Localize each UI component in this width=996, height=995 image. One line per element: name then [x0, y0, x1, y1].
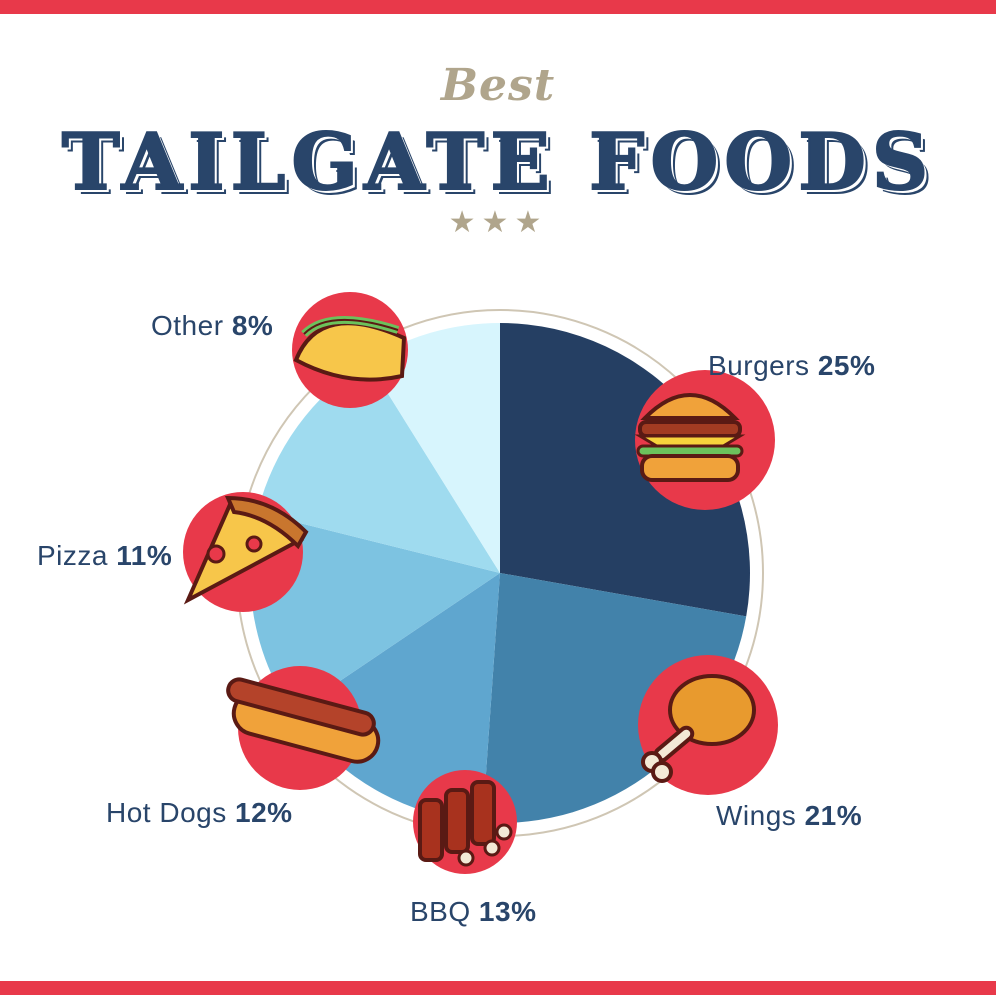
- taco-icon: [292, 292, 408, 408]
- pie-slice-pizza: [257, 360, 500, 573]
- label-name: Other: [151, 310, 232, 341]
- burger-icon: [634, 370, 775, 510]
- pie-slice-hot-dogs: [250, 512, 500, 713]
- page-title: TAILGATE FOODS: [61, 117, 935, 209]
- top-stripe: [0, 0, 996, 14]
- label-bbq: BBQ 13%: [410, 896, 536, 928]
- chicken-leg-icon: [638, 655, 778, 795]
- label-pizza: Pizza 11%: [37, 540, 172, 572]
- stars-decoration: ★★★: [448, 205, 548, 240]
- pizza-icon: [183, 492, 309, 612]
- label-hot-dogs: Hot Dogs 12%: [106, 797, 293, 829]
- label-wings: Wings 21%: [716, 800, 862, 832]
- label-percent: 8%: [231, 310, 274, 341]
- pie-slice-other: [367, 323, 500, 573]
- bottom-stripe: [0, 981, 996, 995]
- label-percent: 25%: [817, 350, 876, 381]
- label-name: Pizza: [37, 540, 117, 571]
- pie-slice-burgers: [500, 323, 751, 617]
- label-percent: 12%: [235, 797, 293, 828]
- ribs-icon: [413, 770, 517, 874]
- label-name: Burgers: [708, 350, 818, 381]
- subtitle: Best: [440, 60, 556, 111]
- label-other: Other 8%: [151, 310, 273, 342]
- label-burgers: Burgers 25%: [708, 350, 875, 382]
- label-percent: 21%: [804, 800, 863, 831]
- label-percent: 11%: [116, 540, 173, 571]
- label-name: Hot Dogs: [106, 797, 235, 828]
- pie-slices: [250, 323, 751, 823]
- label-name: BBQ: [410, 896, 479, 927]
- pie-slice-wings: [482, 573, 747, 823]
- hot-dog-icon: [226, 666, 381, 790]
- label-name: Wings: [716, 800, 805, 831]
- label-percent: 13%: [478, 896, 537, 927]
